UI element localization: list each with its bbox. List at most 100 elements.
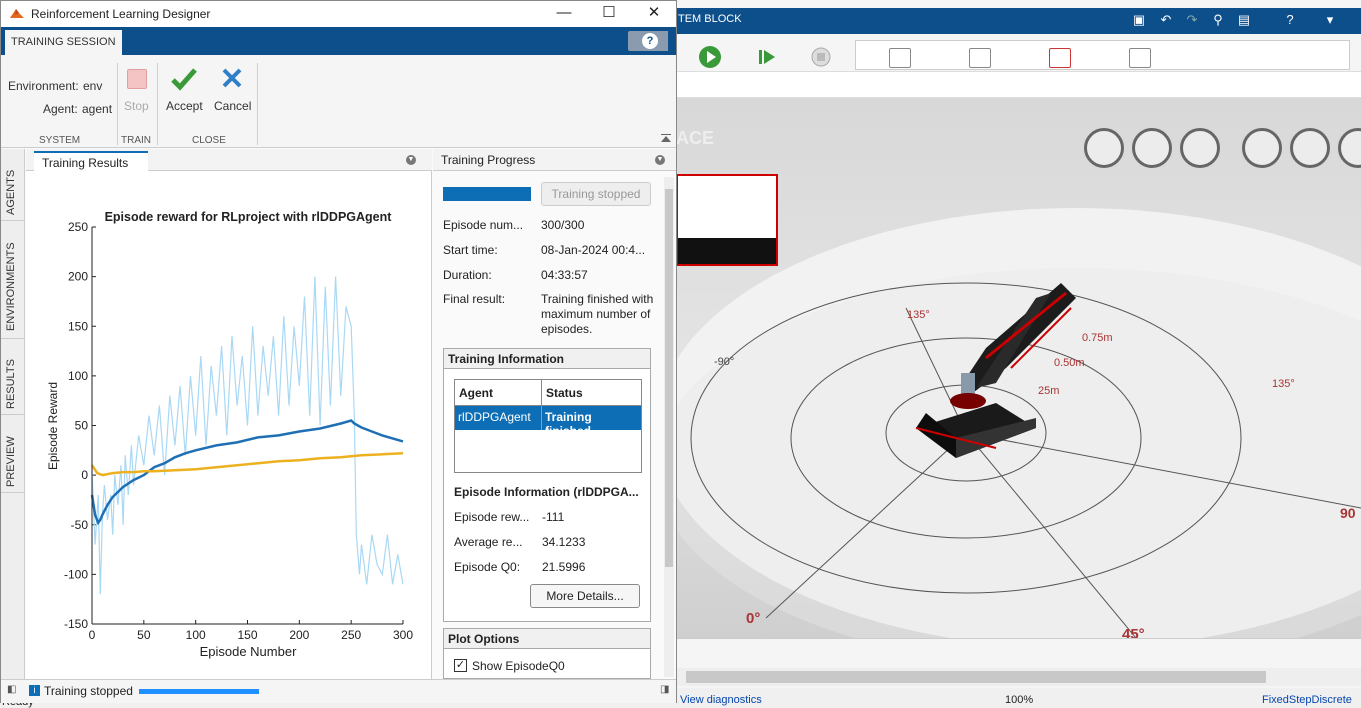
mechanics-explorer-icon[interactable] <box>1049 48 1071 68</box>
y-tick-label: 100 <box>68 369 88 383</box>
angle-label: -90° <box>714 356 735 368</box>
show-episodeq0-label[interactable]: Show EpisodeQ0 <box>472 659 565 673</box>
episode-q0-label: Episode Q0: <box>454 560 521 574</box>
y-tick-label: 150 <box>68 319 88 333</box>
agent-status-table: Agent Status rlDDPGAgent Training finish… <box>454 379 642 473</box>
run-menu-icon[interactable]: ▤ <box>1237 12 1251 27</box>
progress-scroll-thumb[interactable] <box>665 189 673 567</box>
tab-training-session[interactable]: TRAINING SESSION <box>5 30 122 55</box>
minimize-button[interactable]: — <box>556 4 572 21</box>
stop-button[interactable]: Stop <box>124 99 149 113</box>
close-button[interactable]: ✕ <box>647 4 661 21</box>
rl-designer-window: Reinforcement Learning Designer — ☐ ✕ TR… <box>0 0 677 703</box>
table-cell-agent[interactable]: rlDDPGAgent <box>455 406 542 430</box>
radius-label: 25m <box>1038 385 1060 397</box>
reward-chart: Episode reward for RLproject with rlDDPG… <box>46 210 413 659</box>
y-tick-label: -100 <box>64 567 88 581</box>
show-episodeq0-checkbox[interactable]: ✓ <box>454 659 467 672</box>
x-tick-label: 250 <box>341 628 361 642</box>
camera-preview-dark-area <box>678 238 776 264</box>
table-cell-status[interactable]: Training finished <box>542 406 641 438</box>
horizontal-scroll-thumb[interactable] <box>686 671 1266 683</box>
progress-panel-header: Training Progress ▼ <box>433 149 676 171</box>
redo-icon[interactable]: ↷ <box>1186 12 1198 27</box>
plot-options-box: Plot Options ✓ Show EpisodeQ0 <box>443 628 651 679</box>
cancel-x-icon[interactable] <box>221 67 243 89</box>
x-tick-label: 0 <box>89 628 96 642</box>
data-inspector-icon[interactable] <box>1129 48 1151 68</box>
robot-view-icon[interactable] <box>1084 128 1124 168</box>
canvas-label: ACE <box>676 128 715 148</box>
y-tick-label: 0 <box>81 468 88 482</box>
save-icon[interactable]: ▣ <box>1132 12 1146 27</box>
vtab-agents[interactable]: AGENTS <box>1 149 25 221</box>
progress-title: Training Progress <box>441 153 536 167</box>
solver-link[interactable]: FixedStepDiscrete <box>1262 694 1352 706</box>
column-header-agent[interactable]: Agent <box>455 380 542 406</box>
mechanics-explorer-canvas[interactable] <box>676 98 1361 638</box>
training-stopped-button[interactable]: Training stopped <box>541 182 651 206</box>
final-result-label: Final result: <box>443 292 506 306</box>
episode-reward-line <box>91 276 404 595</box>
window-title: Reinforcement Learning Designer <box>31 7 211 21</box>
duration-value: 04:33:57 <box>541 268 588 282</box>
run-icon[interactable] <box>697 44 723 70</box>
undo-icon[interactable]: ↶ <box>1160 12 1172 27</box>
options-icon[interactable]: ▾ <box>1326 12 1334 27</box>
more-details-button[interactable]: More Details... <box>530 584 640 608</box>
divider <box>117 63 118 145</box>
angle-label: 0° <box>746 610 761 627</box>
collapse-right-icon[interactable]: ◨ <box>660 684 670 695</box>
progress-bar <box>443 187 531 201</box>
help-icon: ? <box>642 33 658 49</box>
status-progress-bar <box>139 689 259 694</box>
checkmark-icon[interactable] <box>171 67 197 91</box>
stop-sim-icon[interactable] <box>808 44 834 70</box>
stop-icon <box>127 69 147 89</box>
settings-gear-icon[interactable] <box>1338 128 1361 168</box>
angle-label: 135° <box>1272 378 1295 390</box>
x-tick-label: 300 <box>393 628 413 642</box>
maximize-button[interactable]: ☐ <box>602 4 616 21</box>
camera-preview <box>676 174 778 266</box>
vtab-environments[interactable]: ENVIRONMENTS <box>1 221 25 339</box>
arm-view-icon[interactable] <box>1132 128 1172 168</box>
panel-menu-icon[interactable]: ▼ <box>655 155 665 165</box>
episode-information-title: Episode Information (rlDDPGA... <box>454 485 639 499</box>
x-axis: 0 50 100 150 200 250 300 <box>89 620 413 642</box>
column-header-status[interactable]: Status <box>542 380 641 406</box>
training-information-box: Training Information Agent Status rlDDPG… <box>443 348 651 622</box>
scope-icon[interactable] <box>889 48 911 68</box>
progress-vertical-scrollbar[interactable] <box>664 177 674 677</box>
cancel-button[interactable]: Cancel <box>214 99 252 113</box>
search-icon[interactable]: ⚲ <box>1213 12 1223 27</box>
y-tick-label: 200 <box>68 270 88 284</box>
collapse-left-icon[interactable]: ◧ <box>7 684 17 695</box>
plot-options-title: Plot Options <box>444 629 650 649</box>
tab-training-results[interactable]: Training Results <box>34 151 148 173</box>
logic-analyzer-icon[interactable] <box>969 48 991 68</box>
step-forward-icon[interactable] <box>755 44 781 70</box>
help-button[interactable]: ? <box>628 31 668 51</box>
series-layer <box>90 276 404 595</box>
x-axis-label: Episode Number <box>200 644 297 659</box>
book-icon[interactable] <box>1290 128 1330 168</box>
accept-button[interactable]: Accept <box>166 99 203 113</box>
gripper-view-icon[interactable] <box>1180 128 1220 168</box>
environment-value: env <box>83 79 103 93</box>
simulink-tab-label[interactable]: TEM BLOCK <box>678 13 742 25</box>
rotate-icon[interactable] <box>1242 128 1282 168</box>
panel-menu-icon[interactable]: ▼ <box>406 155 416 165</box>
radius-label: 0.50m <box>1054 357 1085 369</box>
divider <box>257 63 258 145</box>
vtab-preview[interactable]: PREVIEW <box>1 415 25 493</box>
zoom-level[interactable]: 100% <box>1005 694 1034 706</box>
section-train: TRAIN <box>121 135 151 146</box>
view-diagnostics-link[interactable]: View diagnostics <box>680 694 762 706</box>
collapse-ribbon-icon[interactable] <box>661 133 671 143</box>
training-results-panel: Training Results ▼ Episode reward for RL… <box>26 149 432 679</box>
apps-gallery <box>855 40 1350 70</box>
episode-reward-label: Episode rew... <box>454 510 530 524</box>
vtab-results[interactable]: RESULTS <box>1 339 25 415</box>
help-icon[interactable]: ? <box>1286 12 1294 27</box>
